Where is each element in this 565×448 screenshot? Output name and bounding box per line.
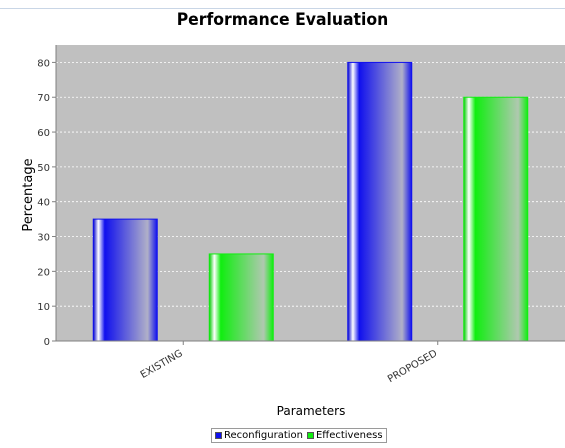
y-tick-label: 70	[37, 93, 50, 104]
y-tick-label: 20	[37, 267, 50, 278]
y-tick-label: 30	[37, 233, 50, 244]
bar-effectiveness-existing	[208, 253, 274, 342]
top-divider	[0, 8, 565, 9]
y-tick-label: 60	[37, 128, 50, 139]
x-axis-label: Parameters	[277, 404, 346, 418]
legend-swatch-reconfiguration	[215, 432, 222, 439]
legend: Reconfiguration Effectiveness	[211, 428, 387, 443]
legend-item-effectiveness: Effectiveness	[306, 430, 383, 441]
legend-swatch-effectiveness	[306, 432, 314, 439]
bar-reconfiguration-proposed	[347, 61, 413, 342]
x-tick-label: EXISTING	[139, 348, 185, 381]
x-axis-ticks: EXISTING PROPOSED	[139, 341, 440, 385]
y-tick-label: 80	[37, 58, 50, 69]
bar-effectiveness-proposed	[463, 96, 529, 342]
x-tick-label: PROPOSED	[386, 348, 439, 385]
y-axis-ticks: 0 10 20 30 40 50 60 70 80	[37, 58, 56, 348]
bar-reconfiguration-existing	[92, 218, 158, 342]
y-axis-label: Percentage	[21, 158, 36, 231]
bars	[92, 61, 529, 342]
legend-label-reconfiguration: Reconfiguration	[224, 430, 303, 441]
y-tick-label: 0	[44, 337, 50, 348]
legend-label-effectiveness: Effectiveness	[315, 430, 383, 441]
y-tick-label: 40	[37, 198, 50, 209]
y-tick-label: 10	[37, 302, 50, 313]
chart-title: Performance Evaluation	[176, 10, 389, 30]
y-tick-label: 50	[37, 163, 50, 174]
legend-item-reconfiguration: Reconfiguration	[215, 430, 303, 441]
